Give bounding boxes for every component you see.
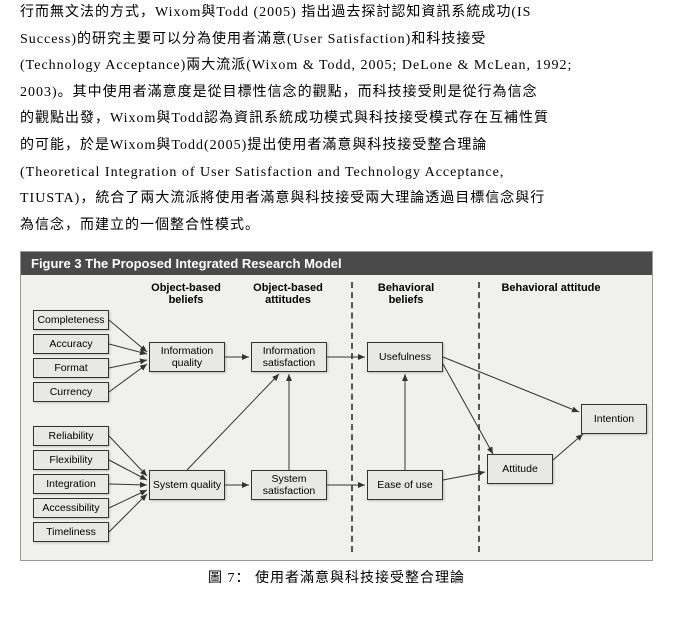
box-information-satisfaction: Information satisfaction <box>251 342 327 372</box>
box-ease-of-use: Ease of use <box>367 470 443 500</box>
box-integration: Integration <box>33 474 109 494</box>
box-format: Format <box>33 358 109 378</box>
line: 的觀點出發，Wixom與Todd認為資訊系統成功模式與科技接受模式存在互補性質 <box>20 106 653 133</box>
line: 的可能，於是Wixom與Todd(2005)提出使用者滿意與科技接受整合理論 <box>20 133 653 160</box>
body-paragraph: 行而無文法的方式，Wixom與Todd (2005) 指出過去探討認知資訊系統成… <box>0 0 673 239</box>
line: 2003)。其中使用者滿意度是從目標性信念的觀點，而科技接受則是從行為信念 <box>20 80 653 107</box>
box-accuracy: Accuracy <box>33 334 109 354</box>
line: (Technology Acceptance)兩大流派(Wixom & Todd… <box>20 53 653 80</box>
box-flexibility: Flexibility <box>33 450 109 470</box>
dashed-divider <box>351 282 353 552</box>
box-intention: Intention <box>581 404 647 434</box>
column-label: Object-based attitudes <box>243 282 333 306</box>
box-attitude: Attitude <box>487 454 553 484</box>
figure-header: Figure 3 The Proposed Integrated Researc… <box>21 252 652 275</box>
dashed-divider <box>478 282 480 552</box>
line: TIUSTA)，統合了兩大流派將使用者滿意與科技接受兩大理論透過目標信念與行 <box>20 186 653 213</box>
column-label: Behavioral beliefs <box>361 282 451 306</box>
box-usefulness: Usefulness <box>367 342 443 372</box>
line: Success)的研究主要可以分為使用者滿意(User Satisfaction… <box>20 27 653 54</box>
box-system-satisfaction: System satisfaction <box>251 470 327 500</box>
column-label: Object-based beliefs <box>141 282 231 306</box>
box-currency: Currency <box>33 382 109 402</box>
line: 為信念，而建立的一個整合性模式。 <box>20 213 653 240</box>
figure-3: Figure 3 The Proposed Integrated Researc… <box>20 251 653 561</box>
arrows-svg <box>21 252 652 560</box>
box-information-quality: Information quality <box>149 342 225 372</box>
box-completeness: Completeness <box>33 310 109 330</box>
box-system-quality: System quality <box>149 470 225 500</box>
line: 行而無文法的方式，Wixom與Todd (2005) 指出過去探討認知資訊系統成… <box>20 0 653 27</box>
line: (Theoretical Integration of User Satisfa… <box>20 160 653 187</box>
column-label: Behavioral attitude <box>491 282 611 294</box>
box-reliability: Reliability <box>33 426 109 446</box>
figure-caption: 圖 7： 使用者滿意與科技接受整合理論 <box>0 567 673 587</box>
box-timeliness: Timeliness <box>33 522 109 542</box>
box-accessibility: Accessibility <box>33 498 109 518</box>
